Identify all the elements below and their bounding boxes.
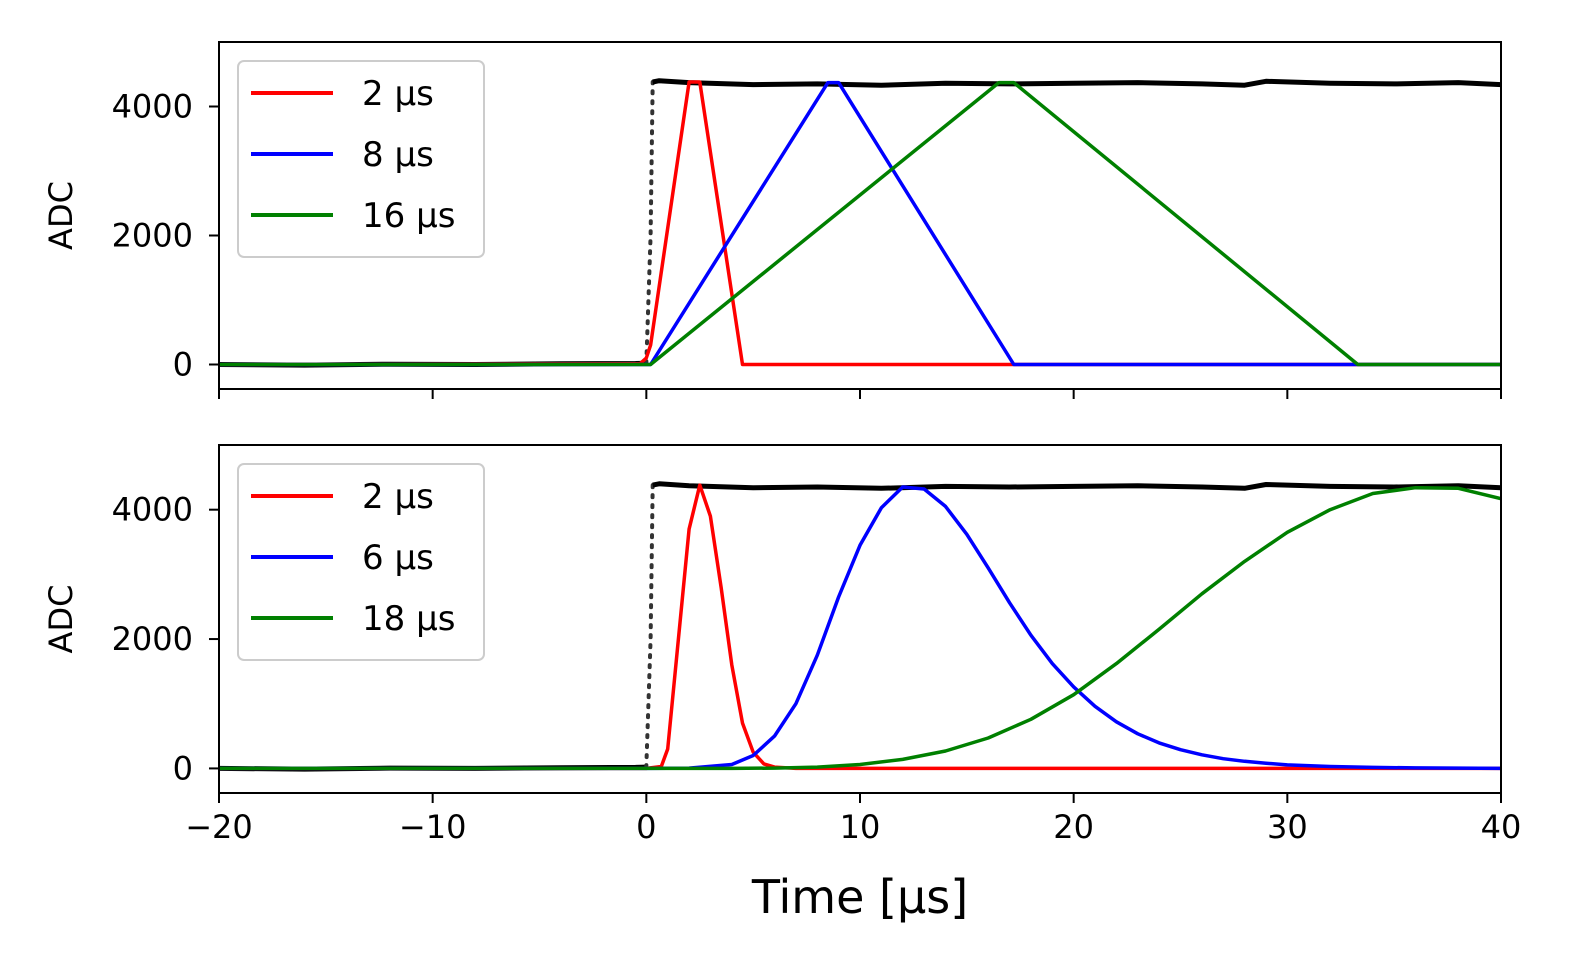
plot-area (219, 78, 1501, 368)
x-axis-label: Time [μs] (751, 870, 968, 924)
legend: 2 μs 8 μs 16 μs (237, 60, 485, 258)
legend-box (237, 463, 485, 661)
x-tick-label: −10 (399, 808, 467, 846)
series-line-18s (219, 485, 1501, 771)
x-tick-label: 30 (1267, 808, 1308, 846)
legend-label: 2 μs (362, 477, 434, 517)
panel-2: −20 −10 0 10 20 30 40 0 2000 4000 ADC Time [μs] 2 μs… (42, 444, 1522, 924)
y-tick-label: 2000 (112, 620, 193, 658)
plot-area (219, 481, 1501, 772)
series-line-raw-signal-plateau (652, 78, 1501, 88)
y-axis-label: ADC (42, 181, 80, 250)
y-tick-label: 4000 (112, 87, 193, 125)
series-line-16s (219, 80, 1501, 367)
x-tick-label: −20 (185, 808, 253, 846)
y-tick-label: 0 (173, 749, 193, 787)
legend: 2 μs 6 μs 18 μs (237, 463, 485, 661)
legend-label: 8 μs (362, 135, 434, 175)
series-line-6s (219, 485, 1501, 771)
y-axis-label: ADC (42, 585, 80, 654)
series-line-raw-signal-rise (644, 483, 655, 770)
series-line-raw-signal-rise (644, 80, 655, 366)
series-line-2s (219, 483, 1501, 771)
legend-label: 6 μs (362, 538, 434, 578)
legend-label: 2 μs (362, 74, 434, 114)
x-tick-label: 40 (1481, 808, 1522, 846)
x-tick-label: 20 (1053, 808, 1094, 846)
y-tick-label: 0 (173, 345, 193, 383)
legend-label: 18 μs (362, 599, 455, 639)
x-tick-label: 0 (636, 808, 656, 846)
y-tick-label: 4000 (112, 491, 193, 529)
x-tick-label: 10 (840, 808, 881, 846)
legend-box (237, 60, 485, 258)
panel-1: 0 2000 4000 ADC 2 μs 8 μs 16 μs (42, 41, 1502, 399)
y-tick-label: 2000 (112, 216, 193, 254)
legend-label: 16 μs (362, 196, 455, 236)
series-line-raw-signal-plateau (652, 481, 1501, 491)
